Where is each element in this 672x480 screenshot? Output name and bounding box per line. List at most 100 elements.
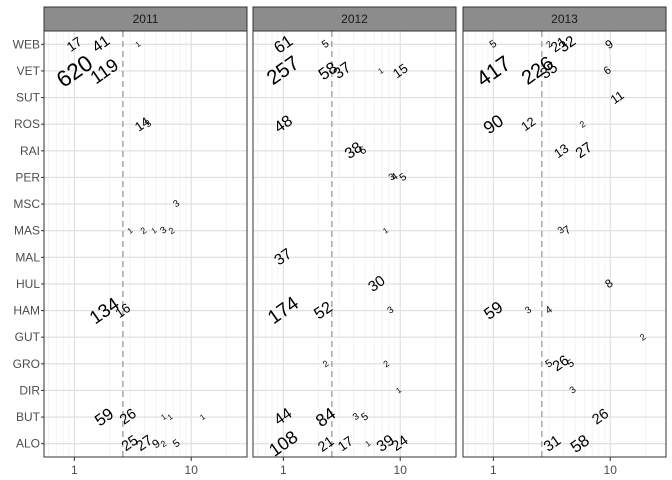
data-label: 5 bbox=[487, 38, 499, 51]
data-label: 27 bbox=[133, 432, 156, 454]
data-label: 17 bbox=[335, 433, 356, 454]
y-tick-label: HAM bbox=[13, 304, 40, 318]
data-label: 1 bbox=[364, 439, 373, 449]
panel-border bbox=[462, 30, 667, 458]
data-label: 2 bbox=[381, 358, 391, 369]
data-label: 2 bbox=[167, 225, 177, 236]
data-label: 5 bbox=[320, 38, 332, 51]
facet-strip bbox=[43, 6, 248, 32]
data-label: 24 bbox=[389, 433, 411, 455]
y-tick-label: GUT bbox=[15, 330, 41, 344]
y-tick-label: GRO bbox=[13, 357, 40, 371]
data-label: 2 bbox=[638, 332, 648, 343]
data-label: 37 bbox=[271, 245, 295, 269]
x-tick-label: 1 bbox=[280, 463, 287, 477]
facet-strip-label: 2011 bbox=[133, 12, 159, 26]
data-label: 6 bbox=[602, 64, 614, 77]
data-label: 15 bbox=[390, 61, 411, 82]
data-label: 1 bbox=[159, 412, 168, 422]
data-label: 14 bbox=[132, 114, 152, 135]
data-label: 4 bbox=[544, 304, 555, 316]
data-label: 2 bbox=[321, 358, 331, 369]
x-tick-label: 1 bbox=[71, 463, 78, 477]
data-label: 5 bbox=[359, 410, 371, 423]
data-label: 3 bbox=[143, 118, 154, 130]
data-label: 35 bbox=[537, 59, 561, 83]
data-label: 27 bbox=[573, 140, 596, 162]
data-label: 1 bbox=[166, 412, 175, 422]
data-label: 6 bbox=[357, 144, 369, 157]
panel-border bbox=[43, 30, 248, 458]
data-label: 12 bbox=[519, 114, 539, 134]
y-tick-label: PER bbox=[15, 170, 40, 184]
x-tick-label: 10 bbox=[604, 463, 618, 477]
y-tick-label: HUL bbox=[16, 277, 40, 291]
data-label: 26 bbox=[590, 406, 612, 428]
data-label: 13 bbox=[551, 141, 571, 161]
data-label: 39 bbox=[374, 432, 398, 456]
data-label: 1 bbox=[150, 226, 159, 236]
y-tick-label: VET bbox=[17, 64, 41, 78]
facet-strip bbox=[252, 6, 457, 32]
data-label: 30 bbox=[365, 272, 388, 295]
panel-background bbox=[44, 31, 247, 457]
data-label: 1 bbox=[198, 412, 207, 422]
data-label: 3 bbox=[556, 225, 567, 237]
data-label: 25 bbox=[119, 433, 141, 455]
y-tick-label: MAL bbox=[15, 250, 40, 264]
data-label: 1 bbox=[126, 226, 135, 236]
panel-background bbox=[463, 31, 666, 457]
y-tick-label: SUT bbox=[16, 91, 41, 105]
facet-strip-label: 2013 bbox=[551, 12, 578, 26]
data-label: 32 bbox=[556, 33, 579, 57]
data-label: 5 bbox=[565, 357, 577, 370]
y-tick-label: MAS bbox=[14, 224, 40, 238]
data-label: 1 bbox=[381, 226, 390, 236]
data-label: 1 bbox=[394, 386, 403, 396]
y-tick-label: ALO bbox=[16, 437, 40, 451]
data-label: 41 bbox=[89, 32, 113, 56]
data-label: 1 bbox=[376, 66, 385, 76]
data-label: 16 bbox=[112, 300, 133, 321]
y-tick-label: ROS bbox=[14, 117, 40, 131]
y-tick-label: DIR bbox=[19, 383, 40, 397]
data-label: 2 bbox=[578, 119, 588, 130]
facet-strip-label: 2012 bbox=[341, 12, 368, 26]
data-label: 5 bbox=[397, 171, 409, 184]
data-label: 21 bbox=[315, 433, 337, 455]
x-tick-label: 10 bbox=[394, 463, 408, 477]
data-label: 2 bbox=[544, 39, 554, 50]
y-tick-label: MSC bbox=[13, 197, 40, 211]
data-label: 1 bbox=[134, 39, 143, 49]
data-label: 4 bbox=[389, 171, 400, 183]
x-tick-label: 1 bbox=[490, 463, 497, 477]
data-label: 31 bbox=[541, 432, 564, 455]
y-tick-label: BUT bbox=[16, 410, 41, 424]
data-label: 5 bbox=[543, 357, 555, 370]
y-tick-label: WEB bbox=[13, 37, 40, 51]
panel-background bbox=[253, 31, 456, 457]
data-label: 2 bbox=[139, 225, 149, 236]
data-label: 17 bbox=[64, 34, 85, 55]
data-label: 3 bbox=[385, 305, 396, 317]
data-label: 3 bbox=[523, 305, 534, 317]
data-label: 3 bbox=[171, 198, 182, 210]
x-tick-label: 10 bbox=[185, 463, 199, 477]
data-label: 26 bbox=[117, 406, 139, 428]
data-label: 3 bbox=[568, 384, 579, 396]
panel-border bbox=[252, 30, 457, 458]
facet-strip bbox=[462, 6, 667, 32]
data-label: 3 bbox=[387, 171, 398, 183]
data-label: 37 bbox=[331, 59, 355, 83]
data-label: 38 bbox=[342, 139, 366, 163]
data-label: 2 bbox=[159, 438, 169, 449]
data-label: 3 bbox=[158, 225, 169, 237]
data-label: 26 bbox=[550, 353, 572, 375]
y-tick-label: RAI bbox=[20, 144, 40, 158]
data-label: 5 bbox=[171, 437, 183, 450]
data-label: 3 bbox=[351, 411, 362, 423]
